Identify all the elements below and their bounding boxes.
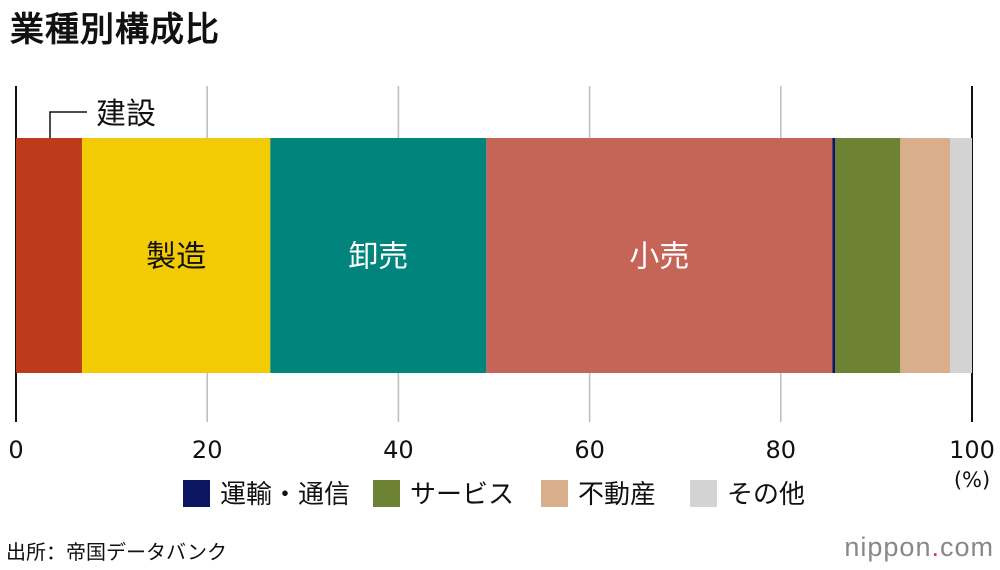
segment-label: 製造: [146, 240, 206, 275]
bar-segment: [270, 138, 487, 373]
bar-segment: [950, 138, 972, 373]
x-tick-label: 60: [574, 436, 605, 464]
source-note: 出所：帝国データバンク: [6, 540, 227, 564]
callout-leader: [49, 111, 87, 138]
x-tick-label: 100: [949, 436, 995, 464]
legend-swatch: [183, 480, 210, 507]
legend-swatch: [541, 480, 568, 507]
brand-tld: com: [939, 532, 994, 562]
brand-name: nippon: [844, 532, 932, 562]
legend-label: その他: [727, 480, 805, 510]
bar-segments: [16, 138, 972, 373]
bar-segment: [832, 138, 836, 373]
segment-label: 小売: [629, 240, 689, 275]
x-tick-label: 40: [383, 436, 414, 464]
legend-swatch: [373, 480, 400, 507]
legend-label: 不動産: [578, 480, 656, 510]
segment-label: 建設: [96, 97, 156, 132]
x-tick-label: 80: [766, 436, 797, 464]
chart-title: 業種別構成比: [10, 10, 220, 50]
segment-label: 卸売: [348, 240, 408, 275]
bar-segment: [835, 138, 901, 373]
brand-dot: .: [931, 532, 940, 562]
legend-label: 運輸・通信: [220, 480, 350, 510]
x-tick-label: 20: [192, 436, 223, 464]
x-axis: 0 20 40 60 80 100 (%): [8, 436, 995, 492]
legend-label: サービス: [410, 480, 514, 510]
legend: 運輸・通信 サービス 不動産 その他: [183, 480, 805, 510]
bar-segment: [900, 138, 951, 373]
bar-segment: [486, 138, 833, 373]
bar-segment: [16, 138, 82, 373]
legend-swatch: [690, 480, 717, 507]
x-tick-label: 0: [8, 436, 23, 464]
bar-segment: [81, 138, 271, 373]
brand-logo: nippon.com: [844, 532, 994, 563]
x-unit-label: (%): [954, 468, 990, 492]
